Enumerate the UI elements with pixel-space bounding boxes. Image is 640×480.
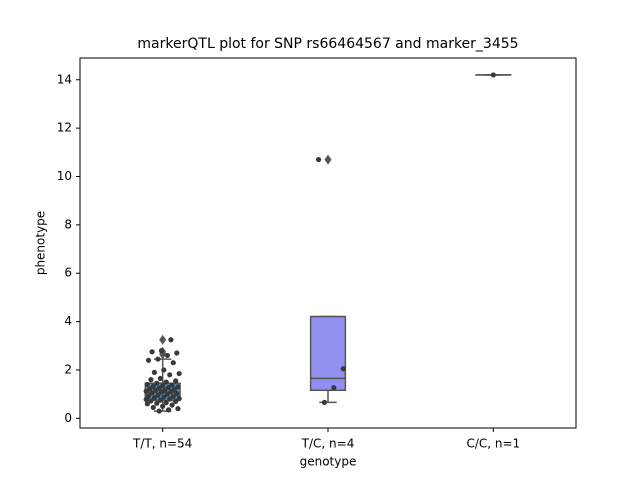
point bbox=[151, 369, 158, 375]
y-tick-label: 12 bbox=[57, 121, 72, 135]
point bbox=[167, 372, 173, 378]
box bbox=[309, 315, 347, 392]
point bbox=[169, 382, 175, 388]
point bbox=[170, 393, 176, 400]
point bbox=[176, 370, 182, 377]
point bbox=[173, 378, 179, 384]
point bbox=[315, 156, 322, 163]
point bbox=[154, 380, 160, 386]
point bbox=[149, 349, 155, 355]
point bbox=[168, 337, 174, 343]
point bbox=[156, 408, 162, 414]
point bbox=[150, 383, 156, 390]
y-axis-label: phenotype bbox=[34, 211, 48, 275]
y-tick-label: 0 bbox=[64, 411, 72, 425]
point bbox=[160, 403, 166, 409]
flier bbox=[159, 334, 167, 345]
point bbox=[165, 407, 172, 413]
x-axis-label: genotype bbox=[300, 455, 357, 469]
point bbox=[155, 392, 161, 398]
point bbox=[144, 381, 150, 388]
x-tick-label: T/C, n=4 bbox=[301, 437, 355, 451]
y-tick-label: 14 bbox=[57, 72, 72, 86]
point bbox=[160, 383, 166, 389]
x-tick-label: C/C, n=1 bbox=[466, 437, 520, 451]
point bbox=[163, 400, 169, 406]
y-tick-label: 10 bbox=[57, 169, 72, 183]
chart-title: markerQTL plot for SNP rs66464567 and ma… bbox=[137, 36, 518, 52]
point bbox=[157, 375, 163, 382]
point bbox=[490, 72, 496, 78]
point bbox=[175, 406, 181, 412]
point bbox=[145, 357, 152, 363]
y-tick-label: 8 bbox=[64, 217, 72, 231]
point bbox=[155, 356, 161, 362]
point bbox=[161, 394, 167, 400]
point bbox=[164, 352, 170, 359]
flier bbox=[324, 154, 332, 165]
point bbox=[161, 367, 167, 373]
point bbox=[148, 377, 154, 383]
point bbox=[143, 396, 149, 403]
y-tick-label: 6 bbox=[64, 266, 72, 280]
point bbox=[154, 400, 160, 406]
point bbox=[173, 398, 179, 404]
point bbox=[331, 385, 337, 391]
point bbox=[170, 360, 176, 366]
point bbox=[175, 384, 181, 390]
y-tick-label: 2 bbox=[64, 362, 72, 376]
point bbox=[174, 350, 180, 356]
y-tick-label: 4 bbox=[64, 314, 72, 328]
point bbox=[158, 348, 165, 354]
point bbox=[321, 399, 328, 405]
point bbox=[169, 402, 175, 408]
point bbox=[150, 404, 156, 411]
point bbox=[340, 366, 346, 372]
point bbox=[176, 395, 182, 402]
x-tick-label: T/T, n=54 bbox=[132, 437, 192, 451]
point bbox=[174, 391, 180, 397]
point bbox=[163, 379, 169, 385]
point bbox=[148, 398, 154, 404]
point bbox=[144, 401, 150, 407]
point bbox=[157, 397, 163, 403]
